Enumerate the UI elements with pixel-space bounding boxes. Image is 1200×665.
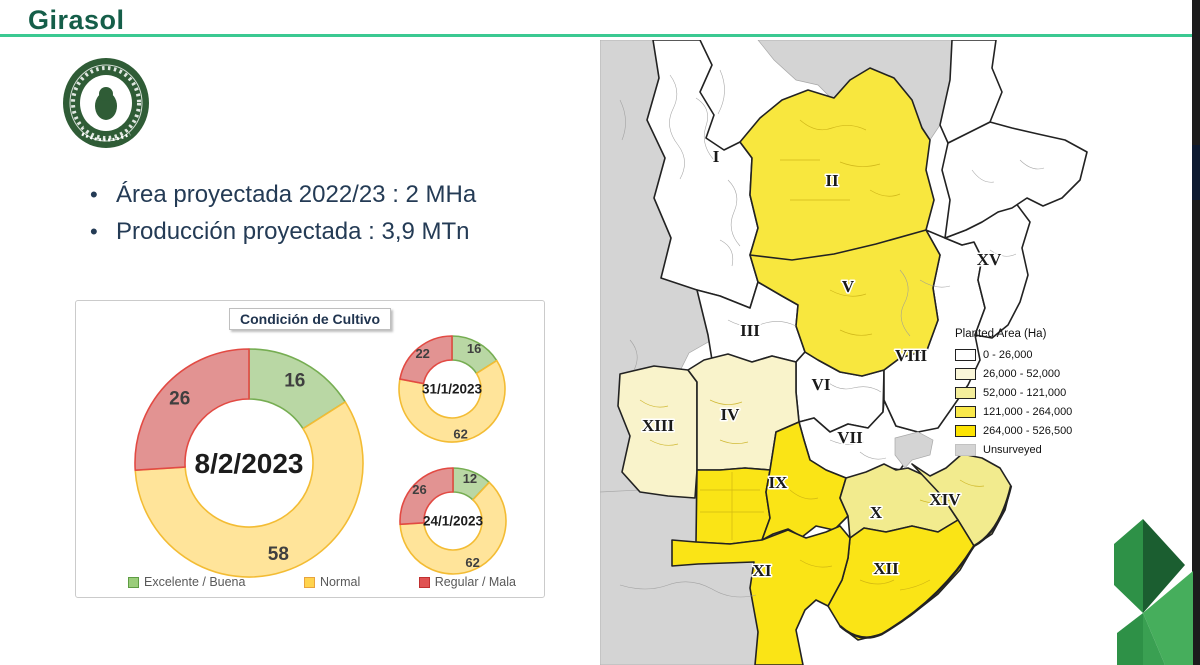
donut-value-label: 62 — [465, 555, 479, 570]
donut-svg: 12 62 26 24/1/2023 — [399, 467, 507, 575]
donut-chart-main: 16 58 26 8/2/2023 — [124, 338, 374, 588]
map-region-label-IV: IV — [721, 405, 741, 424]
map-region-IX — [761, 421, 849, 541]
donut-svg: 16 62 22 31/1/2023 — [398, 335, 506, 443]
map-region-label-VII: VII — [837, 428, 863, 447]
donut-value-label: 26 — [412, 482, 426, 497]
planted-area-legend-label: 121,000 - 264,000 — [983, 405, 1073, 418]
planted-area-legend-item: 264,000 - 526,500 — [955, 421, 1105, 440]
donut-chart-prev-2: 12 62 26 24/1/2023 — [395, 463, 511, 579]
map-region-label-VI: VI — [812, 375, 831, 394]
donut-date-label: 8/2/2023 — [195, 448, 304, 479]
map-white-regions — [646, 39, 1088, 481]
map-region-I — [646, 39, 759, 309]
map-region-west-grid — [695, 467, 771, 545]
donut-date-label: 24/1/2023 — [423, 514, 484, 529]
bullet-area: Área proyectada 2022/23 : 2 MHa — [88, 176, 588, 213]
key-figures-list: Área proyectada 2022/23 : 2 MHa Producci… — [88, 176, 588, 250]
bullet-produccion: Producción proyectada : 3,9 MTn — [88, 213, 588, 250]
donut-slice-Regular / Mala — [399, 335, 453, 385]
map-region-XI — [671, 525, 851, 665]
donut-value-label: 16 — [284, 370, 305, 391]
map-region-label-XIII: XIII — [642, 416, 675, 435]
donut-value-label: 62 — [453, 427, 467, 442]
map-region-label-XII: XII — [873, 559, 899, 578]
window-edge-bar — [1192, 0, 1200, 665]
donut-slice-Normal — [134, 401, 364, 578]
map-region-label-XI: XI — [753, 561, 772, 580]
donut-slice-Normal — [399, 481, 507, 575]
map-estuary-gray — [894, 431, 934, 469]
planted-area-legend-item: 26,000 - 52,000 — [955, 364, 1105, 383]
map-region-label-X: X — [870, 503, 883, 522]
donut-slice-Regular / Mala — [134, 348, 250, 471]
planted-area-legend-item: 52,000 - 121,000 — [955, 383, 1105, 402]
donut-date-label: 31/1/2023 — [422, 382, 483, 397]
map-region-label-XV: XV — [977, 250, 1002, 269]
map-region-label-V: V — [842, 277, 855, 296]
donut-slice-Normal — [398, 359, 506, 443]
corner-diamond-logo-icon — [1114, 519, 1193, 665]
map-region-label-I: I — [713, 147, 720, 166]
map-region-label-III: III — [740, 321, 760, 340]
planted-area-legend-swatch — [955, 443, 976, 456]
planted-area-legend-swatch — [955, 424, 976, 437]
planted-area-legend-label: 26,000 - 52,000 — [983, 367, 1061, 380]
crop-legend-item: Regular / Mala — [418, 575, 516, 589]
donut-chart-prev-1: 16 62 22 31/1/2023 — [394, 331, 510, 447]
planted-area-legend-item: Unsurveyed — [955, 440, 1105, 459]
planted-area-legend: Planted Area (Ha) 0 - 26,000 26,000 - 52,… — [955, 328, 1105, 459]
donut-value-label: 22 — [415, 346, 429, 361]
planted-area-legend-label: Unsurveyed — [983, 443, 1042, 456]
map-district-lines-yellow — [639, 119, 985, 591]
crop-legend-item: Excelente / Buena — [128, 575, 245, 589]
planted-area-legend-swatch — [955, 348, 976, 361]
donut-svg: 16 58 26 8/2/2023 — [134, 348, 364, 578]
crop-condition-panel: Condición de Cultivo 16 58 26 8/2/2023 16 62… — [75, 300, 545, 598]
map-region-XIII — [617, 365, 698, 499]
map-region-north-east — [939, 39, 1003, 144]
planted-area-legend-item: 0 - 26,000 — [955, 345, 1105, 364]
chart-title: Condición de Cultivo — [229, 308, 391, 330]
map-region-label-IX: IX — [769, 473, 789, 492]
donut-slice-Regular / Mala — [399, 467, 454, 526]
crop-legend-label: Excelente / Buena — [144, 575, 246, 589]
crop-legend-label: Regular / Mala — [434, 575, 516, 589]
donut-value-label: 58 — [268, 544, 289, 565]
donut-value-label: 26 — [169, 389, 190, 410]
donut-value-label: 16 — [467, 341, 481, 356]
planted-area-legend-label: 52,000 - 121,000 — [983, 386, 1067, 399]
map-region-label-VIII: VIII — [895, 346, 928, 365]
map-region-II-V — [739, 67, 941, 377]
map-region-label-II: II — [825, 171, 839, 190]
planted-area-legend-title: Planted Area (Ha) — [955, 328, 1047, 340]
planted-area-legend-swatch — [955, 367, 976, 380]
planted-area-legend-swatch — [955, 405, 976, 418]
crop-legend-swatch — [303, 576, 315, 588]
planted-area-legend-swatch — [955, 386, 976, 399]
donut-value-label: 12 — [463, 471, 477, 486]
page-title: Girasol — [28, 5, 125, 35]
planted-area-legend-label: 264,000 - 526,500 — [983, 424, 1073, 437]
planted-area-legend-label: 0 - 26,000 — [983, 348, 1033, 361]
planted-area-legend-item: 121,000 - 264,000 — [955, 402, 1105, 421]
crop-legend-swatch — [418, 576, 430, 588]
title-underline — [0, 34, 1200, 37]
bolsa-de-cereales-seal-icon — [63, 58, 149, 148]
map-district-lines — [619, 69, 1045, 598]
crop-legend-item: Normal — [303, 575, 361, 589]
crop-legend-label: Normal — [319, 575, 361, 589]
map-yellow-regions — [617, 67, 1012, 665]
crop-condition-legend: Excelente / Buena Normal Regular / Mala — [76, 575, 544, 589]
map-borders — [749, 229, 1013, 639]
argentina-planted-area-map: I II III IV V VI VII VIII IX X XI XII XIII XIV XV — [599, 39, 1100, 665]
crop-legend-swatch — [128, 576, 139, 588]
map-region-ne-arm — [941, 121, 1088, 239]
map-region-label-XIV: XIV — [929, 490, 961, 509]
